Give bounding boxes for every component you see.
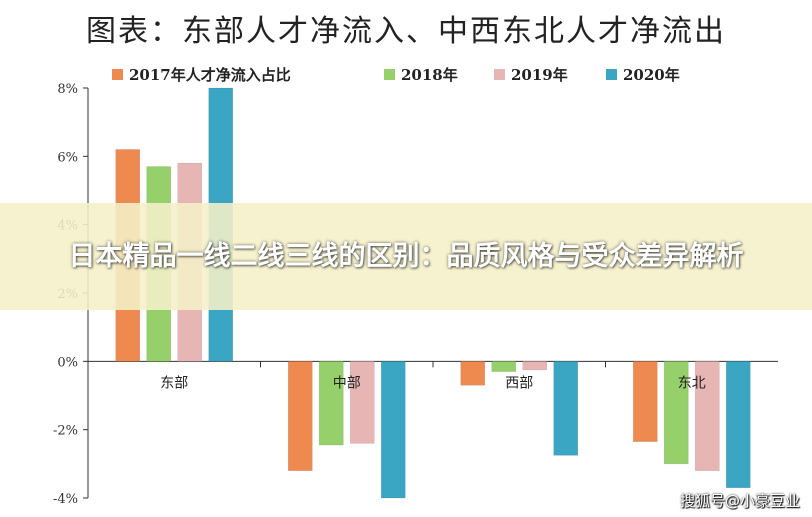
legend-swatch-3 [606,69,617,80]
bar-2-2 [522,361,548,371]
y-tick-label-1: -2% [53,424,78,439]
bar-2-3 [553,361,579,456]
bar-3-2 [694,361,720,471]
y-tick-label-6: 8% [57,82,78,97]
category-label-3: 东北 [678,375,706,391]
category-label-1: 中部 [333,375,361,391]
y-tick-label-0: -4% [53,492,78,507]
bar-3-3 [725,361,751,489]
bar-3-0 [632,361,658,442]
bar-1-3 [380,361,406,499]
legend-label-0: 2017年人才净流入占比 [129,66,291,84]
y-tick-label-5: 6% [57,150,78,165]
category-label-2: 西部 [505,375,533,391]
bar-3-1 [663,361,689,465]
bar-2-0 [460,361,486,386]
legend-label-2: 2019年 [511,66,568,84]
legend-label-1: 2018年 [401,66,458,84]
bar-1-0 [287,361,313,471]
category-label-0: 东部 [160,375,188,391]
legend-label-3: 2020年 [623,66,680,84]
overlay-banner: 日本精品一线二线三线的区别：品质风格与受众差异解析 [0,203,812,310]
y-tick-label-2: 0% [57,355,78,370]
legend-swatch-1 [384,69,395,80]
category-labels: 东部 中部 西部 东北 [160,375,706,391]
legend-swatch-0 [112,69,123,80]
bar-1-1 [318,361,344,446]
legend: 2017年人才净流入占比 2018年 2019年 2020年 [112,66,680,84]
bar-1-2 [349,361,375,444]
banner-text: 日本精品一线二线三线的区别：品质风格与受众差异解析 [68,240,744,272]
legend-swatch-2 [494,69,505,80]
chart-title: 图表：东部人才净流入、中西东北人才净流出 [86,14,726,49]
bar-2-1 [491,361,517,372]
watermark: 搜狐号@小豪豆业 [679,492,800,510]
